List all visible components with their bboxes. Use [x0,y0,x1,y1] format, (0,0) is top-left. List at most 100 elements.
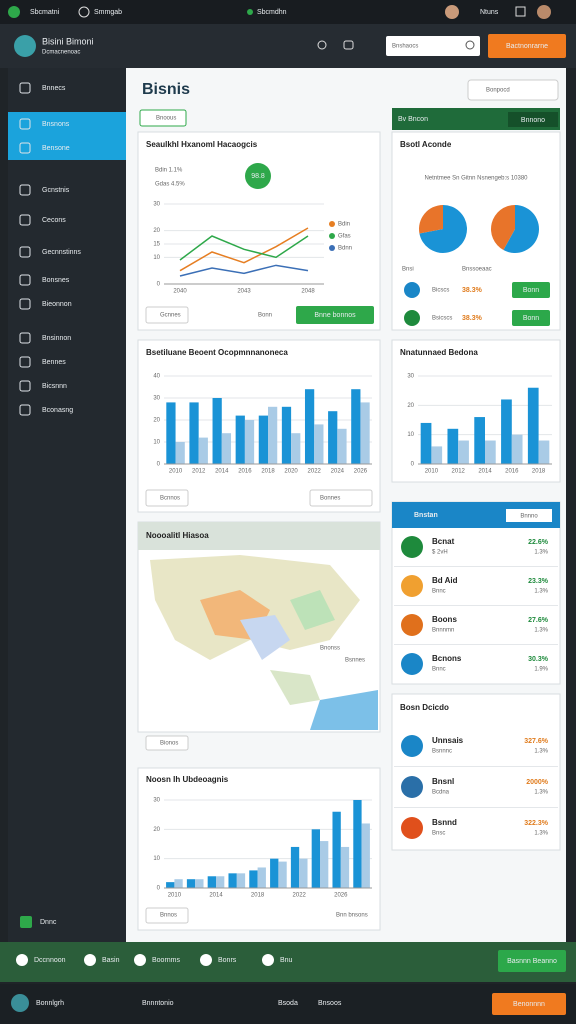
bar [538,440,550,464]
main-search[interactable] [467,79,559,101]
y-tick-label: 0 [157,886,161,892]
card-title: Seaulkhl Hxanoml Hacaogcis [146,140,258,149]
nav-item[interactable]: Bensone [42,145,70,152]
x-tick-label: 2020 [284,469,298,475]
x-tick-label: 2022 [293,893,307,899]
step-label[interactable]: Boornms [152,957,181,964]
nav-icon[interactable] [19,332,31,344]
step-dot[interactable] [16,954,28,966]
search-box[interactable] [386,36,480,56]
nav-icon[interactable] [19,380,31,392]
pie-slice [419,204,467,253]
rows: Bcnat $ 2vH 22.6% 1.3% Bd Aid Bnnc 23.3% 1.3% Bo… [394,536,558,675]
map-label: Bnonss [320,646,340,652]
legend-label: Gfas [338,234,351,240]
step-label[interactable]: Bnu [280,957,293,964]
nav-item[interactable]: Bicsnnn [42,383,67,390]
bar [511,434,523,464]
nav-icon[interactable] [19,298,31,310]
search-icon[interactable] [317,40,327,50]
search-placeholder: Bnshaocs [392,44,418,50]
tag-text: Bnoous [156,116,176,122]
footer-link[interactable]: Bnnntonio [142,1000,174,1007]
help-icon[interactable] [20,916,32,928]
footer-link[interactable]: Bnsoos [318,1000,342,1007]
x-tick-label: 2012 [192,469,206,475]
step-dot[interactable] [200,954,212,966]
nav-item[interactable]: Bnsinnon [42,335,71,342]
footer-button[interactable] [492,993,566,1015]
nav-icon[interactable] [19,356,31,368]
nav-icon[interactable] [19,246,31,258]
nav-icon[interactable] [19,142,31,154]
y-tick-label: 10 [153,856,160,862]
nav-item[interactable]: Bconasng [42,407,73,414]
map [150,555,378,730]
step-label[interactable]: Dccnnoon [34,957,66,964]
bar [290,846,300,888]
nav-icon[interactable] [19,82,31,94]
chat-icon[interactable] [343,40,354,50]
pie-slice [419,205,443,234]
line [179,227,309,272]
bar [299,858,308,888]
step-dot[interactable] [84,954,96,966]
bar [212,398,222,464]
nav-icon[interactable] [19,404,31,416]
tag[interactable] [139,109,187,127]
range[interactable] [309,489,373,507]
x-tick-label: 2014 [209,893,223,899]
row-button[interactable] [512,282,550,298]
x-tick-label: 2016 [238,469,252,475]
bar [207,876,216,888]
nav-item[interactable]: Bieonnon [42,301,72,308]
nav-item[interactable]: Gcnstnis [42,187,70,194]
filter[interactable] [145,907,189,924]
step-label[interactable]: Basin [102,957,120,964]
filter[interactable] [145,735,189,751]
header-name: Bisini Bimoni [42,36,94,46]
avatar [14,35,36,57]
window-icon[interactable] [515,6,526,17]
nav-item[interactable]: Bonsnes [42,277,70,284]
user[interactable]: Ntuns [480,9,499,16]
bar [527,387,539,464]
bar [360,402,370,464]
row-title: Bnsnl [432,777,454,786]
step-label[interactable]: Bonrs [218,957,237,964]
step-dot[interactable] [134,954,146,966]
footer-link[interactable]: Bsoda [278,1000,298,1007]
nav-icon[interactable] [19,184,31,196]
step-dot[interactable] [262,954,274,966]
x-tick-label: 2014 [215,469,229,475]
region [240,615,290,660]
steps-button[interactable] [498,950,566,972]
header-button[interactable] [508,112,558,127]
row-button[interactable] [512,310,550,326]
filter[interactable] [145,489,189,507]
nav-icon[interactable] [19,118,31,130]
header-button[interactable] [506,509,552,522]
row-sub: Bnnc [432,667,446,673]
avatar[interactable] [537,5,551,19]
pie-label: Bnssoeaac [462,267,492,273]
sidebar-footer[interactable]: Dnnc [40,919,57,926]
header-button[interactable] [488,34,566,58]
filter[interactable] [145,306,189,324]
bar [270,858,279,888]
nav-item[interactable]: Bennes [42,359,66,366]
range: Bonn [258,313,272,319]
nav-icon[interactable] [19,214,31,226]
avatar[interactable] [445,5,459,19]
nav-item[interactable]: Cecons [42,217,66,224]
nav-item[interactable]: Bnnecs [42,85,66,92]
x-tick-label: 2026 [334,893,348,899]
nav-icon[interactable] [19,274,31,286]
row-title: Unnsais [432,736,464,745]
nav-item[interactable]: Bnsnons [42,121,70,128]
y-tick-label: 10 [153,255,160,261]
nav-item[interactable]: Gecnnstinns [42,249,81,256]
bar [337,428,347,464]
pie-slice [491,205,515,251]
button[interactable] [296,306,374,324]
